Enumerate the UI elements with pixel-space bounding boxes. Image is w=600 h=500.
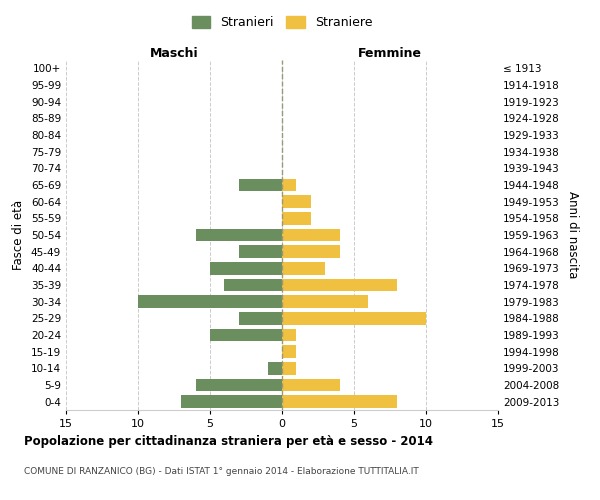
Bar	[282, 396, 397, 408]
Text: Popolazione per cittadinanza straniera per età e sesso - 2014: Popolazione per cittadinanza straniera p…	[24, 435, 433, 448]
Bar	[138, 296, 282, 308]
Bar	[282, 362, 296, 374]
Bar	[224, 279, 282, 291]
Bar	[210, 329, 282, 341]
Bar	[282, 179, 296, 191]
Text: COMUNE DI RANZANICO (BG) - Dati ISTAT 1° gennaio 2014 - Elaborazione TUTTITALIA.: COMUNE DI RANZANICO (BG) - Dati ISTAT 1°…	[24, 468, 419, 476]
Bar	[282, 329, 296, 341]
Text: Maschi: Maschi	[149, 47, 199, 60]
Legend: Stranieri, Straniere: Stranieri, Straniere	[187, 11, 377, 34]
Bar	[282, 229, 340, 241]
Bar	[282, 246, 340, 258]
Bar	[282, 312, 426, 324]
Bar	[282, 379, 340, 391]
Bar	[239, 246, 282, 258]
Bar	[282, 296, 368, 308]
Y-axis label: Anni di nascita: Anni di nascita	[566, 192, 579, 278]
Bar	[239, 179, 282, 191]
Bar	[196, 229, 282, 241]
Bar	[282, 262, 325, 274]
Bar	[196, 379, 282, 391]
Bar	[282, 279, 397, 291]
Bar	[181, 396, 282, 408]
Bar	[282, 196, 311, 208]
Bar	[268, 362, 282, 374]
Bar	[282, 212, 311, 224]
Bar	[239, 312, 282, 324]
Bar	[210, 262, 282, 274]
Y-axis label: Fasce di età: Fasce di età	[13, 200, 25, 270]
Bar	[282, 346, 296, 358]
Text: Femmine: Femmine	[358, 47, 422, 60]
